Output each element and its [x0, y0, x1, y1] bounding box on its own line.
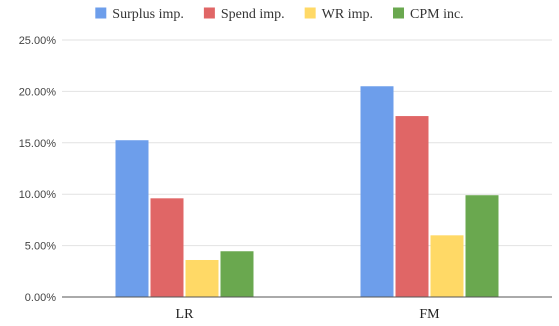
x-axis-category-labels: LR FM: [176, 307, 441, 322]
bar: [430, 235, 464, 297]
legend-label: Surplus imp.: [112, 7, 184, 22]
y-tick-label: 10.00%: [19, 189, 57, 201]
bar: [360, 86, 394, 297]
x-category-label: FM: [419, 307, 440, 322]
y-tick-label: 0.00%: [25, 292, 56, 304]
legend-swatch: [304, 7, 316, 19]
x-category-label: LR: [176, 307, 195, 322]
legend-swatch: [95, 7, 107, 19]
bar: [115, 140, 149, 297]
legend-swatch: [393, 7, 405, 19]
y-tick-label: 15.00%: [19, 138, 57, 150]
bar: [465, 195, 499, 297]
bar: [220, 251, 254, 297]
y-tick-label: 25.00%: [19, 35, 57, 47]
legend-label: Spend imp.: [221, 7, 285, 22]
legend-swatch: [203, 7, 215, 19]
bar: [150, 198, 184, 297]
bars: [115, 86, 499, 298]
legend-label: CPM inc.: [410, 7, 464, 22]
bar: [185, 259, 219, 297]
bar: [395, 116, 429, 298]
y-tick-label: 5.00%: [25, 241, 56, 253]
legend: Surplus imp. Spend imp. WR imp. CPM inc.: [95, 7, 464, 22]
y-axis-tick-labels: 0.00% 5.00% 10.00% 15.00% 20.00% 25.00%: [19, 35, 57, 304]
legend-label: WR imp.: [322, 7, 373, 22]
y-tick-label: 20.00%: [19, 86, 57, 98]
